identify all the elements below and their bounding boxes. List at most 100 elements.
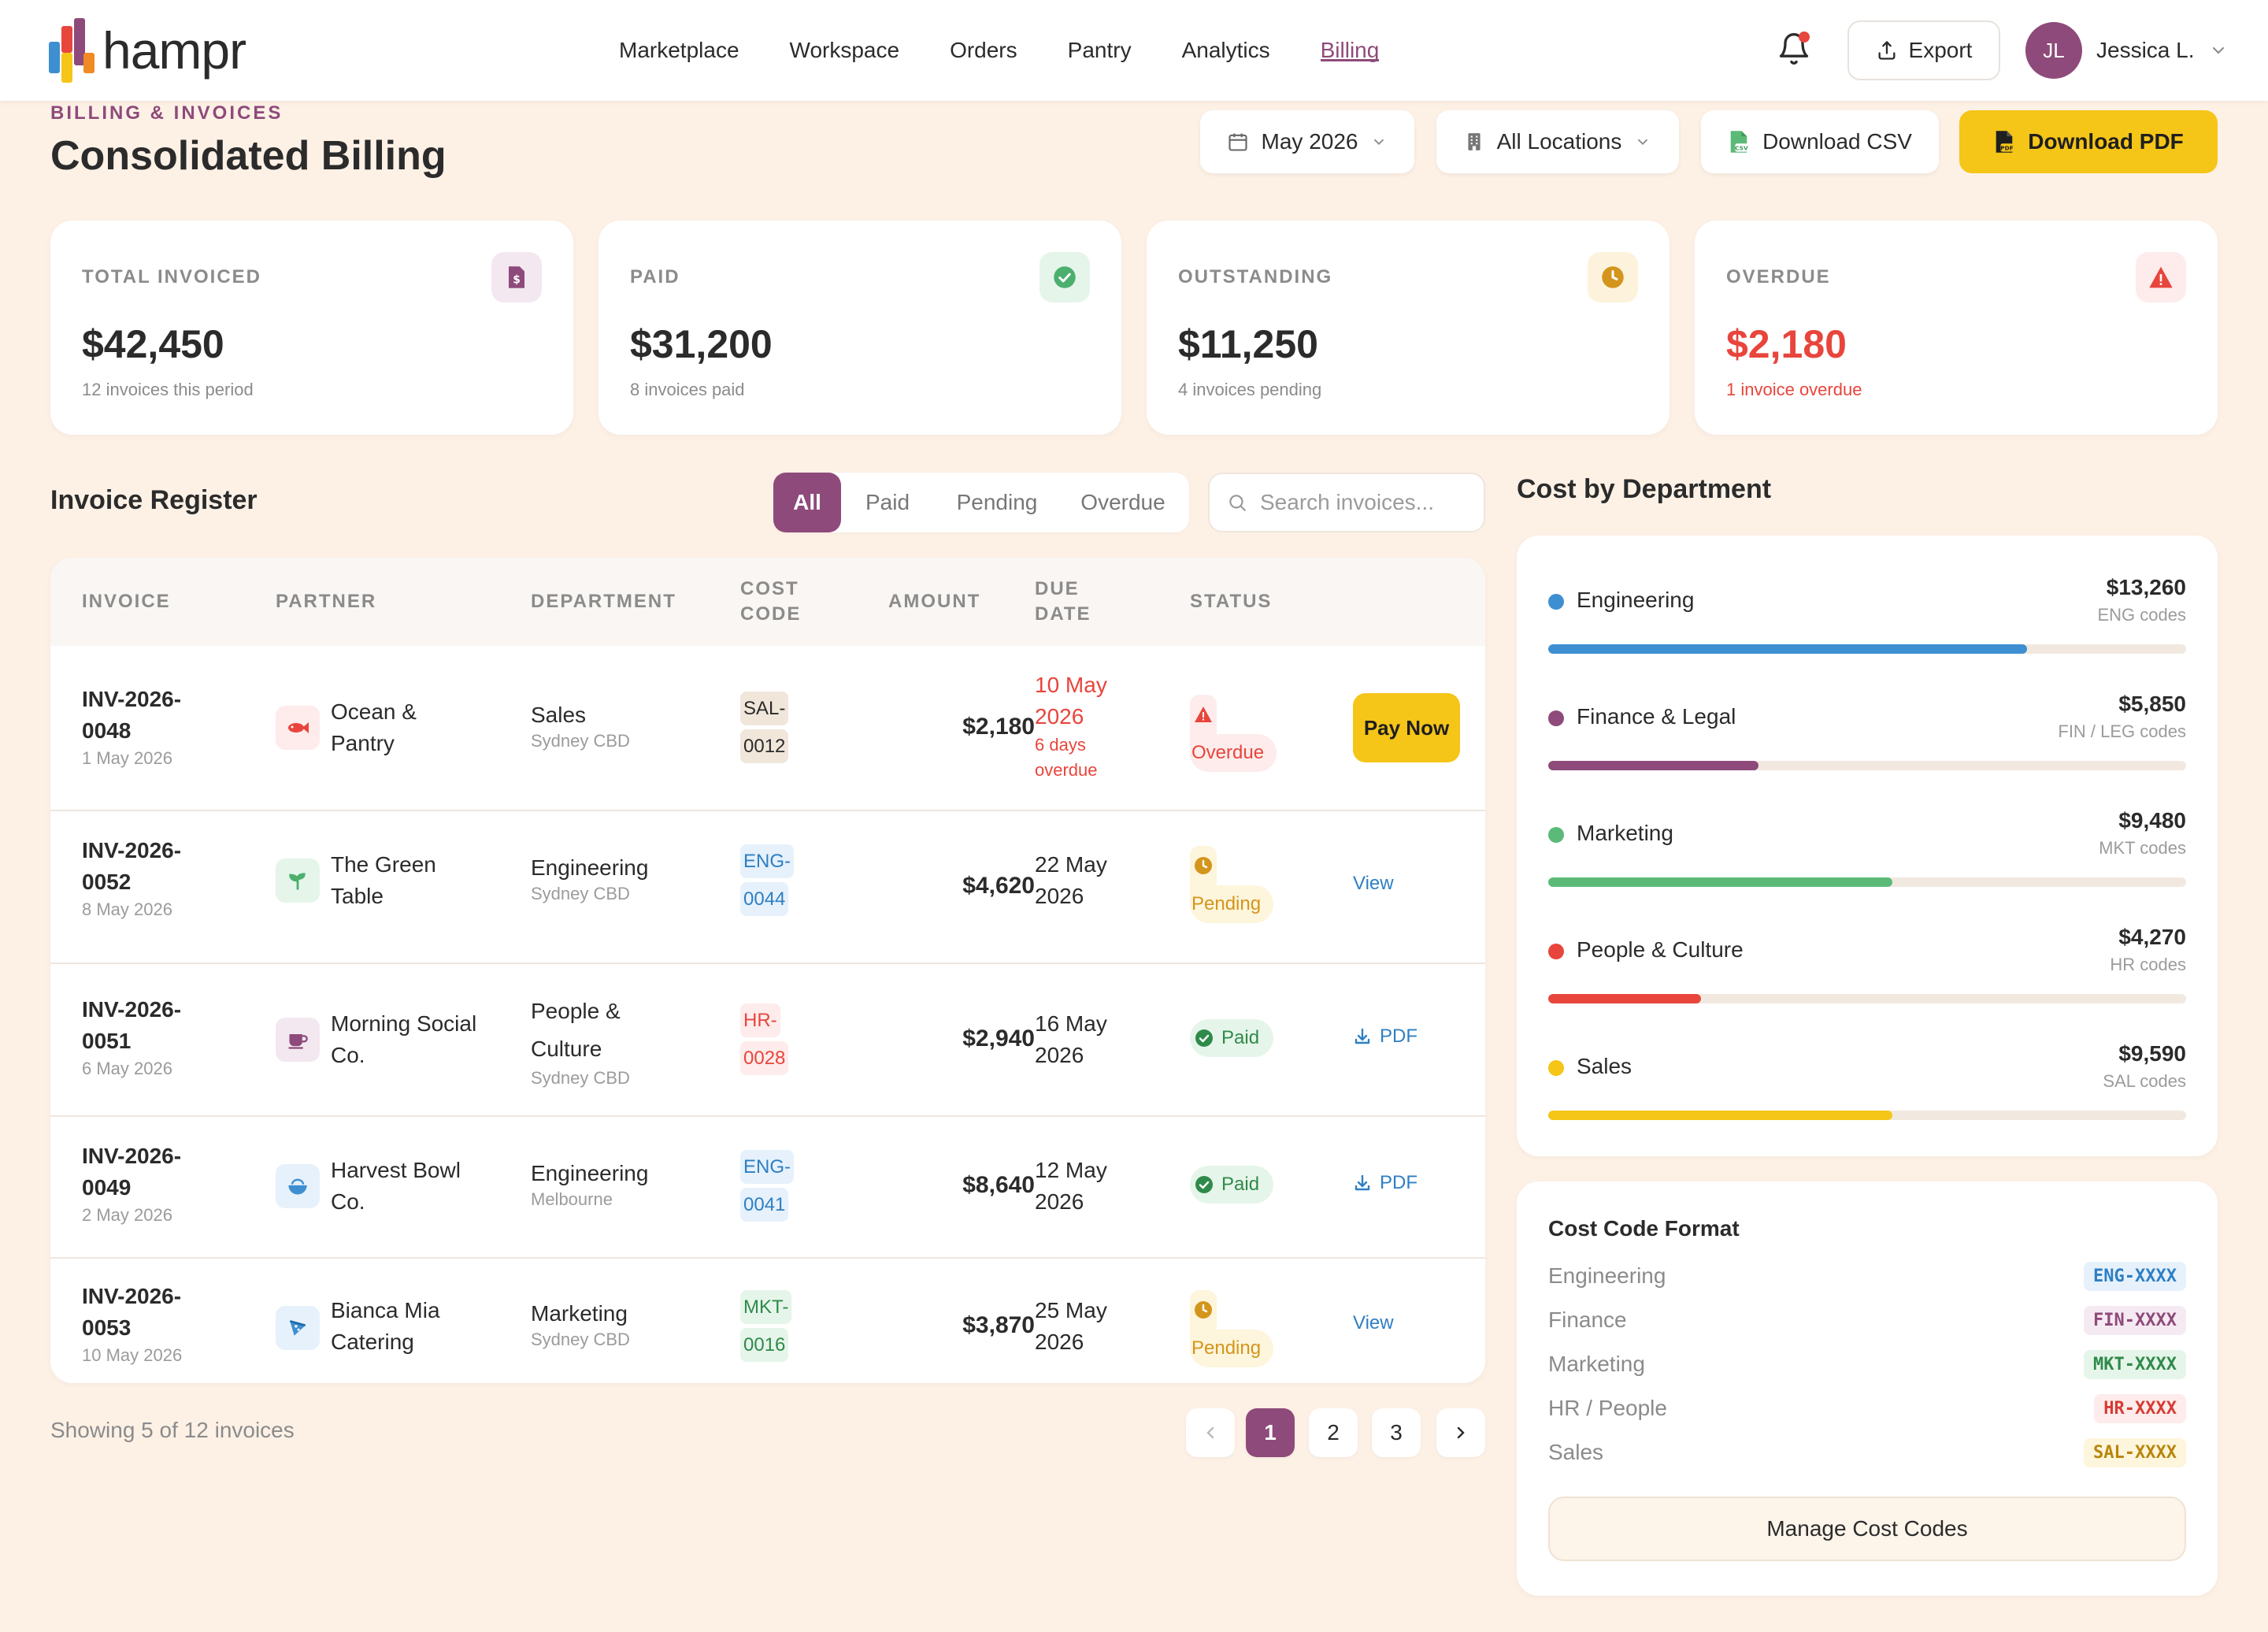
search-input[interactable]: Search invoices... <box>1208 473 1485 532</box>
department-location: Melbourne <box>531 1189 613 1209</box>
partner-name: Morning Social Co. <box>331 1011 477 1067</box>
cost-code-text: HR-0028 <box>740 1003 789 1075</box>
nav-marketplace[interactable]: Marketplace <box>619 38 739 62</box>
partner-name: Harvest Bowl Co. <box>331 1158 461 1214</box>
view-link[interactable]: View <box>1353 873 1394 895</box>
cost-code-badge: ENG-0044 <box>740 843 803 918</box>
status-badge: Paid <box>1190 1166 1274 1204</box>
pdf-download-link[interactable]: PDF <box>1353 1026 1418 1048</box>
cost-code-format-title: Cost Code Format <box>1548 1216 1740 1241</box>
svg-text:CSV: CSV <box>1735 144 1748 151</box>
department-progress-fill <box>1548 994 1702 1003</box>
cost-code-text: ENG-0041 <box>740 1150 794 1222</box>
pagination-page-1[interactable]: 1 <box>1246 1408 1295 1457</box>
cost-code-badge: MKT-0016 <box>740 1289 803 1364</box>
cost-code-text: SAL-0012 <box>740 692 789 763</box>
check-circle-icon <box>1040 252 1090 302</box>
invoice-amount: $3,870 <box>962 1312 1035 1338</box>
pagination-page-3[interactable]: 3 <box>1372 1408 1421 1457</box>
nav-billing[interactable]: Billing <box>1320 0 1379 101</box>
search-icon <box>1229 495 1246 511</box>
pay-now-button[interactable]: Pay Now <box>1353 693 1460 762</box>
nav-pantry[interactable]: Pantry <box>1067 38 1132 62</box>
download-csv-label: Download CSV <box>1762 129 1912 154</box>
invoice-amount: $2,180 <box>962 714 1035 740</box>
table-row[interactable]: INV-2026-0053 10 May 2026 Bianca Mia Cat… <box>50 1257 1485 1383</box>
view-link[interactable]: View <box>1353 1312 1394 1334</box>
filter-tab-all[interactable]: All <box>773 473 841 532</box>
location-select[interactable]: All Locations <box>1436 110 1679 173</box>
department-progress-track <box>1548 877 2186 887</box>
stat-value: $11,250 <box>1178 322 1318 366</box>
table-row[interactable]: INV-2026-0048 1 May 2026 Ocean & Pantry … <box>50 646 1485 810</box>
status-badge: Overdue <box>1190 695 1277 772</box>
department-codes: SAL codes <box>2103 1071 2186 1091</box>
cost-code-badge: ENG-0041 <box>740 1148 803 1224</box>
department-name: People & Culture <box>531 999 621 1061</box>
table-row[interactable]: INV-2026-0049 2 May 2026 Harvest Bowl Co… <box>50 1115 1485 1257</box>
department-progress-fill <box>1548 1111 1893 1120</box>
format-code: FIN-XXXX <box>2084 1306 2186 1335</box>
brand-logo[interactable]: hampr <box>49 17 246 83</box>
sprout-icon <box>276 859 320 903</box>
format-label: Marketing <box>1548 1352 1645 1376</box>
invoice-amount: $2,940 <box>962 1026 1035 1052</box>
partner-name: The Green Table <box>331 852 436 908</box>
column-header-amount: AMOUNT <box>888 591 981 612</box>
department-cell: Sales Sydney CBD <box>531 699 688 751</box>
download-icon <box>1354 1174 1370 1191</box>
department-amount: $9,590 <box>2118 1041 2186 1066</box>
column-header-department: DEPARTMENT <box>531 591 676 612</box>
clock-icon <box>1190 846 1217 885</box>
filter-tab-overdue[interactable]: Overdue <box>1080 490 1166 514</box>
csv-file-icon: CSV <box>1730 131 1748 153</box>
pagination-prev[interactable] <box>1186 1408 1235 1457</box>
department-progress-track <box>1548 761 2186 770</box>
clock-icon <box>1190 1290 1217 1330</box>
nav-orders[interactable]: Orders <box>950 38 1017 62</box>
department-name: Marketing <box>531 1301 628 1326</box>
due-date: 10 May 2026 <box>1035 673 1107 729</box>
stat-value: $42,450 <box>82 322 224 366</box>
building-icon <box>1468 133 1480 150</box>
pdf-download-link[interactable]: PDF <box>1353 1172 1418 1194</box>
page-title: Consolidated Billing <box>50 133 447 179</box>
status-badge: Paid <box>1190 1019 1274 1057</box>
month-select[interactable]: May 2026 <box>1200 110 1414 173</box>
invoice-cell: INV-2026-0049 2 May 2026 <box>82 1141 224 1226</box>
status-label: Overdue <box>1190 734 1277 772</box>
user-menu[interactable]: JL Jessica L. <box>2025 20 2228 80</box>
status-badge: Pending <box>1190 846 1274 923</box>
department-label: Sales <box>1577 1054 1632 1078</box>
partner-name: Bianca Mia Catering <box>331 1298 440 1354</box>
download-csv-button[interactable]: CSV Download CSV <box>1701 110 1939 173</box>
export-button[interactable]: Export <box>1847 20 2000 80</box>
column-header-status: STATUS <box>1190 591 1273 612</box>
pagination-page-2[interactable]: 2 <box>1309 1408 1358 1457</box>
pagination-next[interactable] <box>1436 1408 1485 1457</box>
column-header-cost-code: COST CODE <box>740 578 802 625</box>
department-progress-fill <box>1548 644 2027 654</box>
table-row[interactable]: INV-2026-0051 6 May 2026 Morning Social … <box>50 963 1485 1115</box>
nav-workspace[interactable]: Workspace <box>789 38 900 62</box>
fish-icon <box>276 706 320 750</box>
invoice-cell: INV-2026-0052 8 May 2026 <box>82 835 224 920</box>
manage-cost-codes-button[interactable]: Manage Cost Codes <box>1548 1497 2186 1561</box>
department-label: People & Culture <box>1577 937 1744 962</box>
table-row[interactable]: INV-2026-0052 8 May 2026 The Green Table… <box>50 810 1485 963</box>
stat-label: PAID <box>630 266 680 287</box>
view-label: View <box>1353 873 1394 894</box>
department-cost-item: People & Culture $4,270 HR codes <box>1548 920 2186 1037</box>
download-pdf-button[interactable]: PDF Download PDF <box>1959 110 2218 173</box>
table-header: INVOICE PARTNER DEPARTMENT COST CODE AMO… <box>50 558 1485 646</box>
filter-tab-pending[interactable]: Pending <box>956 490 1038 514</box>
nav-analytics[interactable]: Analytics <box>1181 38 1270 62</box>
cost-code-format-row: Finance FIN-XXXX <box>1548 1300 2186 1344</box>
format-label: HR / People <box>1548 1396 1667 1420</box>
filter-tab-paid[interactable]: Paid <box>865 490 910 514</box>
department-location: Sydney CBD <box>531 1330 630 1349</box>
notifications-button[interactable] <box>1777 32 1811 66</box>
department-name: Sales <box>531 703 587 727</box>
stat-label: OUTSTANDING <box>1178 266 1333 287</box>
department-cost-item: Marketing $9,480 MKT codes <box>1548 803 2186 920</box>
